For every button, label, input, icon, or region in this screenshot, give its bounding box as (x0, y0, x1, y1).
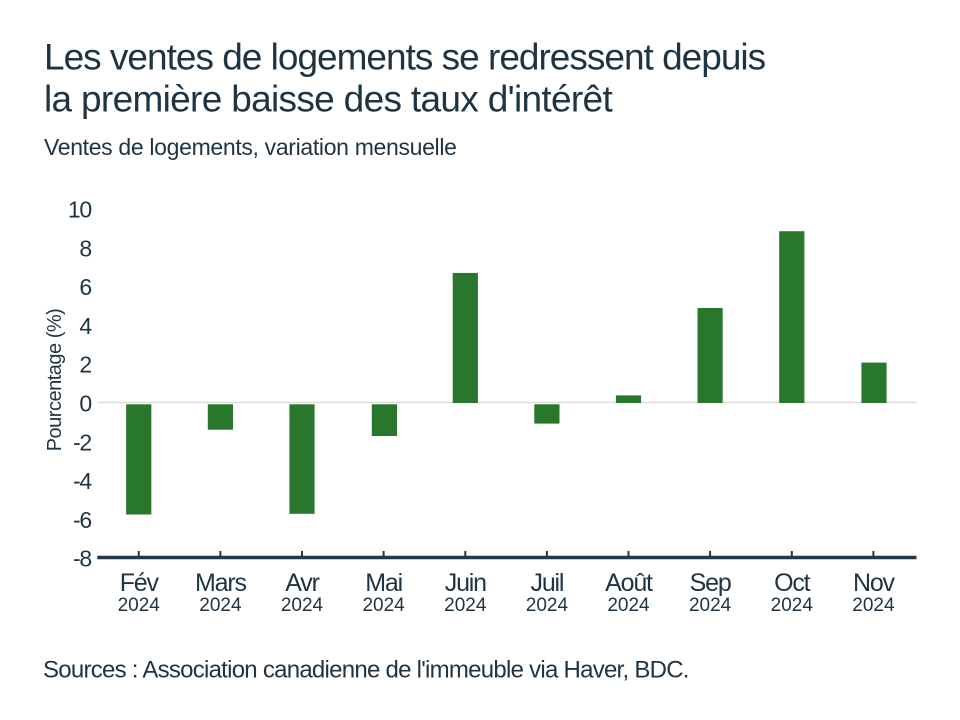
svg-text:2024: 2024 (526, 595, 569, 616)
svg-text:Ventes de logements, variation: Ventes de logements, variation mensuelle (44, 134, 457, 160)
svg-text:Juil: Juil (531, 569, 564, 597)
svg-text:0: 0 (79, 391, 91, 417)
svg-text:2024: 2024 (199, 595, 242, 616)
svg-text:Oct: Oct (774, 569, 811, 597)
svg-text:2024: 2024 (362, 595, 405, 616)
svg-text:2024: 2024 (281, 595, 324, 616)
svg-text:8: 8 (79, 235, 91, 261)
svg-text:10: 10 (68, 197, 92, 223)
svg-text:-8: -8 (73, 546, 91, 572)
svg-text:Nov: Nov (853, 569, 896, 597)
svg-text:Sep: Sep (690, 569, 731, 597)
svg-text:-2: -2 (73, 429, 91, 455)
svg-text:Fév: Fév (120, 569, 160, 597)
svg-text:6: 6 (79, 274, 91, 300)
svg-text:Les ventes de logements se red: Les ventes de logements se redressent de… (44, 37, 766, 78)
svg-text:2024: 2024 (689, 595, 732, 616)
svg-text:2024: 2024 (771, 595, 814, 616)
svg-text:Juin: Juin (445, 569, 486, 597)
svg-text:2024: 2024 (852, 595, 895, 616)
svg-text:la première baisse des taux d': la première baisse des taux d'intérêt (44, 79, 613, 120)
svg-text:-6: -6 (73, 507, 91, 533)
svg-text:2024: 2024 (607, 595, 650, 616)
svg-text:4: 4 (79, 313, 92, 339)
svg-text:2024: 2024 (444, 595, 487, 616)
svg-text:2: 2 (79, 352, 91, 378)
svg-text:Août: Août (605, 569, 653, 597)
svg-text:Sources : Association canadien: Sources : Association canadienne de l'im… (43, 656, 689, 683)
svg-text:-4: -4 (73, 468, 92, 494)
svg-text:Mars: Mars (195, 569, 246, 597)
svg-text:2024: 2024 (118, 595, 161, 616)
svg-text:Mai: Mai (365, 569, 402, 597)
svg-text:Pourcentage (%): Pourcentage (%) (44, 309, 66, 452)
svg-text:Avr: Avr (285, 569, 319, 597)
